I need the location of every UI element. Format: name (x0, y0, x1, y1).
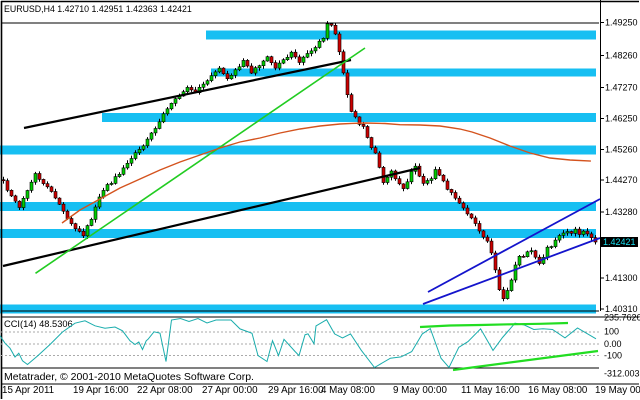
svg-text:4 May 08:00: 4 May 08:00 (321, 385, 375, 396)
svg-text:19 Apr 16:00: 19 Apr 16:00 (73, 385, 129, 396)
svg-text:-100: -100 (604, 351, 622, 361)
svg-text:1.42421: 1.42421 (603, 237, 636, 247)
svg-text:1.47270: 1.47270 (605, 83, 638, 93)
svg-text:1.44270: 1.44270 (605, 175, 638, 185)
svg-text:0.00: 0.00 (604, 339, 622, 349)
svg-text:-312.003: -312.003 (604, 369, 640, 379)
svg-text:1.41300: 1.41300 (605, 273, 638, 283)
svg-text:22 Apr 08:00: 22 Apr 08:00 (137, 385, 193, 396)
svg-text:1.45260: 1.45260 (605, 145, 638, 155)
svg-text:19 May 00:00: 19 May 00:00 (595, 385, 640, 396)
svg-text:1.49250: 1.49250 (605, 18, 638, 28)
svg-text:16 May 08:00: 16 May 08:00 (528, 385, 588, 396)
svg-text:15 Apr 2011: 15 Apr 2011 (2, 385, 54, 396)
svg-text:1.43280: 1.43280 (605, 207, 638, 217)
svg-text:11 May 16:00: 11 May 16:00 (461, 385, 520, 396)
svg-text:235.7626: 235.7626 (604, 313, 640, 323)
svg-text:100: 100 (604, 327, 619, 337)
svg-text:27 Apr 00:00: 27 Apr 00:00 (202, 385, 258, 396)
svg-text:9 May 00:00: 9 May 00:00 (393, 385, 447, 396)
svg-text:1.48260: 1.48260 (605, 51, 638, 61)
svg-text:EURUSD,H4 1.42710 1.42951 1.4: EURUSD,H4 1.42710 1.42951 1.42363 1.4242… (4, 4, 192, 14)
svg-text:1.46250: 1.46250 (605, 114, 638, 124)
svg-text:CCI(14) 48.5306: CCI(14) 48.5306 (4, 319, 73, 329)
svg-text:29 Apr 16:00: 29 Apr 16:00 (268, 385, 324, 396)
svg-text:Metatrader, © 2001-2010 MetaQu: Metatrader, © 2001-2010 MetaQuotes Softw… (4, 371, 254, 383)
